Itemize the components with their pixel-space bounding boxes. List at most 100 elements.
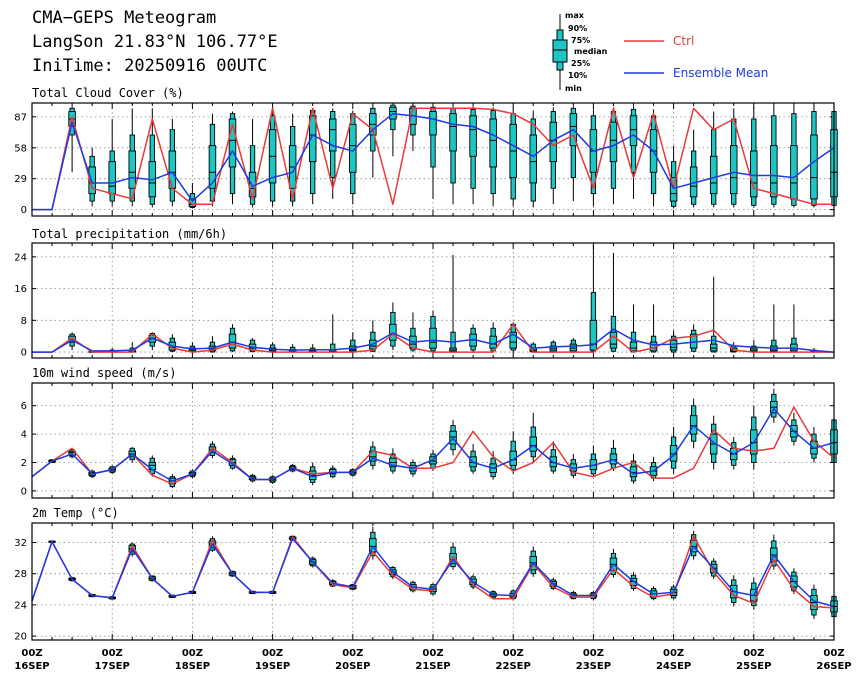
- legend: max 90% 75% median 25% 10% min Ctrl Ense…: [552, 11, 768, 93]
- box-inner: [629, 341, 638, 352]
- box-precip: [268, 342, 277, 353]
- x-tick-label-time: 00Z: [262, 648, 283, 659]
- box-cloud: [750, 107, 758, 208]
- y-tick-label: 2: [21, 458, 27, 469]
- box-temp: [529, 546, 538, 577]
- box-precip: [168, 334, 177, 353]
- legend-p10-label: 10%: [568, 71, 587, 80]
- y-tick-label: 28: [14, 569, 27, 580]
- x-tick-label-date: 16SEP: [14, 661, 49, 672]
- x-tick-label-date: 24SEP: [656, 661, 691, 672]
- x-tick-label-date: 18SEP: [175, 661, 210, 672]
- y-tick-label: 8: [21, 316, 27, 327]
- y-tick-label: 0: [21, 205, 27, 216]
- box-inner: [709, 343, 718, 352]
- box-wind: [669, 427, 678, 474]
- y-tick-label: 0: [21, 348, 27, 359]
- box-inner: [609, 121, 618, 163]
- box-cloud: [509, 108, 517, 207]
- legend-box-inner: [552, 39, 568, 63]
- panel-precip: Total precipitation (mm/6h) 0 8 16 24: [14, 227, 835, 359]
- box-inner: [609, 331, 618, 349]
- box-inner: [529, 134, 538, 184]
- x-tick-label-time: 00Z: [102, 648, 123, 659]
- box-inner: [509, 331, 517, 349]
- box-precip: [308, 344, 317, 353]
- box-cloud: [709, 111, 718, 208]
- box-precip: [669, 330, 678, 353]
- legend-min-label: min: [565, 84, 582, 93]
- box-cloud: [429, 105, 437, 199]
- box-inner: [188, 198, 197, 207]
- box-inner: [669, 339, 678, 351]
- box-inner: [810, 134, 818, 200]
- x-tick-label-time: 00Z: [743, 648, 764, 659]
- panel-frame-precip: [31, 242, 835, 359]
- panel-title-wind: 10m wind speed (m/s): [32, 366, 177, 380]
- panel-title-temp: 2m Temp (°C): [32, 506, 119, 520]
- box-wind: [148, 455, 157, 477]
- box-precip: [188, 342, 197, 353]
- box-inner: [208, 145, 217, 189]
- box-inner: [329, 118, 337, 152]
- box-cloud: [569, 106, 578, 202]
- box-cloud: [389, 104, 397, 157]
- panel-frame-cloud: [31, 102, 835, 217]
- box-wind: [689, 398, 698, 449]
- box-wind: [609, 439, 618, 472]
- box-wind: [389, 448, 397, 474]
- y-tick-label: 24: [14, 252, 27, 263]
- panel-temp: 2m Temp (°C) 20 24 28 32: [14, 506, 838, 643]
- legend-p25-label: 25%: [571, 59, 590, 68]
- box-wind: [529, 412, 538, 463]
- y-tick-label: 29: [14, 174, 27, 185]
- x-tick-label-time: 00Z: [422, 648, 443, 659]
- y-tick-label: 4: [21, 430, 27, 441]
- x-tick-label-date: 19SEP: [255, 661, 290, 672]
- box-inner: [469, 115, 477, 157]
- box-cloud: [529, 110, 538, 208]
- panel-title-precip: Total precipitation (mm/6h): [32, 227, 227, 241]
- panel-frame-wind: [31, 382, 835, 499]
- box-precip: [329, 314, 337, 353]
- box-wind: [569, 453, 578, 479]
- x-tick-label-time: 00Z: [663, 648, 684, 659]
- box-inner: [730, 145, 738, 195]
- y-tick-label: 16: [14, 284, 27, 295]
- x-tick-label-date: 26SEP: [816, 661, 851, 672]
- box-precip: [569, 338, 578, 353]
- y-tick-label: 24: [14, 600, 27, 611]
- box-inner: [589, 319, 598, 351]
- y-tick-label: 87: [14, 112, 27, 123]
- y-tick-label: 32: [14, 538, 27, 549]
- box-cloud: [589, 109, 598, 207]
- box-precip: [589, 244, 598, 353]
- legend-p90-label: 90%: [568, 24, 587, 33]
- box-cloud: [369, 106, 377, 178]
- ctrl-line-wind: [31, 406, 835, 485]
- box-precip: [389, 302, 397, 351]
- panel-wind: 10m wind speed (m/s) 0 2 4 6: [21, 366, 838, 499]
- ctrl-line-cloud: [32, 107, 834, 211]
- x-tick-label-date: 23SEP: [576, 661, 611, 672]
- box-inner: [529, 436, 538, 452]
- box-temp: [689, 530, 698, 560]
- y-tick-label: 20: [14, 632, 27, 643]
- box-inner: [489, 118, 497, 168]
- chart-title: CMA−GEPS Meteogram: [32, 8, 217, 28]
- box-wind: [810, 427, 818, 463]
- box-precip: [449, 254, 457, 353]
- x-tick-label-date: 22SEP: [496, 661, 531, 672]
- x-tick-label-time: 00Z: [21, 648, 42, 659]
- box-cloud: [730, 108, 738, 208]
- box-inner: [449, 552, 457, 565]
- box-cloud: [409, 105, 417, 151]
- panel-frame-temp: [31, 522, 835, 641]
- x-tick-label-time: 00Z: [503, 648, 524, 659]
- box-inner: [108, 161, 116, 195]
- box-cloud: [248, 118, 257, 208]
- box-precip: [429, 310, 437, 353]
- x-tick-label-date: 21SEP: [415, 661, 450, 672]
- mean-line-precip: [32, 328, 835, 353]
